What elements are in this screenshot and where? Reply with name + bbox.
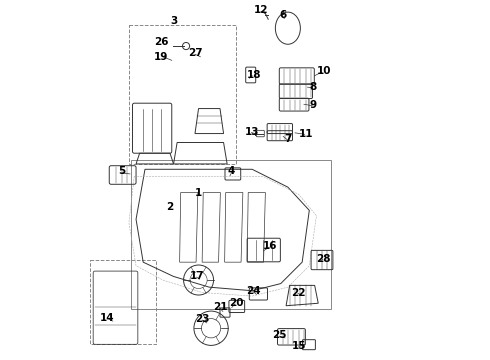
Text: 22: 22 xyxy=(292,288,306,297)
Text: 26: 26 xyxy=(154,37,168,48)
Text: 9: 9 xyxy=(309,100,317,110)
Text: 13: 13 xyxy=(245,127,259,137)
Text: 16: 16 xyxy=(263,241,277,251)
Text: 1: 1 xyxy=(195,188,202,198)
Text: 15: 15 xyxy=(292,341,306,351)
Text: 12: 12 xyxy=(254,5,269,15)
Text: 23: 23 xyxy=(195,314,209,324)
Text: 20: 20 xyxy=(229,298,244,308)
Text: 6: 6 xyxy=(279,10,286,20)
Text: 2: 2 xyxy=(167,202,173,212)
Text: 8: 8 xyxy=(309,82,317,92)
Text: 5: 5 xyxy=(118,166,125,176)
Text: 27: 27 xyxy=(188,48,202,58)
Text: 24: 24 xyxy=(246,286,261,296)
Text: 4: 4 xyxy=(227,166,234,176)
Text: 28: 28 xyxy=(317,253,331,264)
Text: 14: 14 xyxy=(100,312,115,323)
Text: 7: 7 xyxy=(284,134,292,144)
Text: 18: 18 xyxy=(246,69,261,80)
Text: 25: 25 xyxy=(271,330,286,341)
Text: 3: 3 xyxy=(170,16,177,26)
Text: 19: 19 xyxy=(154,52,168,62)
Text: 10: 10 xyxy=(317,66,331,76)
Text: 17: 17 xyxy=(190,271,204,282)
Text: 21: 21 xyxy=(213,302,227,312)
Text: 11: 11 xyxy=(298,129,313,139)
